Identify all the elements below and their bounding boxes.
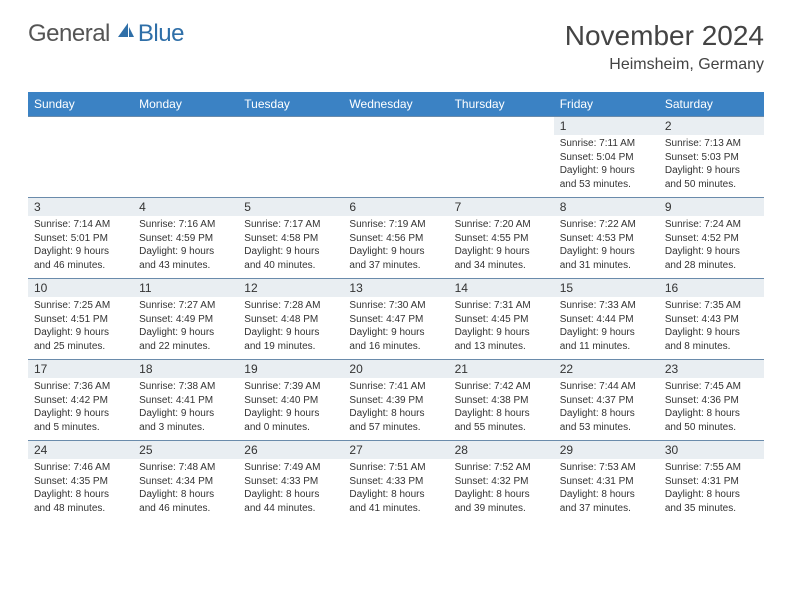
dow-header: Thursday xyxy=(449,92,554,117)
dow-header: Friday xyxy=(554,92,659,117)
day-number-cell: 12 xyxy=(238,279,343,298)
day-number-cell: 22 xyxy=(554,360,659,379)
day-details-cell: Sunrise: 7:39 AMSunset: 4:40 PMDaylight:… xyxy=(238,378,343,441)
day-number-cell: 17 xyxy=(28,360,133,379)
day-number-cell: 14 xyxy=(449,279,554,298)
day-number-cell: 4 xyxy=(133,198,238,217)
day-number-cell xyxy=(449,117,554,136)
day-details-cell xyxy=(238,135,343,198)
day-details-cell: Sunrise: 7:45 AMSunset: 4:36 PMDaylight:… xyxy=(659,378,764,441)
page-header: General Blue November 2024 Heimsheim, Ge… xyxy=(28,20,764,74)
day-details-cell: Sunrise: 7:24 AMSunset: 4:52 PMDaylight:… xyxy=(659,216,764,279)
day-number-cell: 28 xyxy=(449,441,554,460)
day-details-cell xyxy=(449,135,554,198)
day-number-cell: 16 xyxy=(659,279,764,298)
day-details-cell: Sunrise: 7:42 AMSunset: 4:38 PMDaylight:… xyxy=(449,378,554,441)
day-number-cell: 30 xyxy=(659,441,764,460)
dow-header: Saturday xyxy=(659,92,764,117)
day-details-cell: Sunrise: 7:20 AMSunset: 4:55 PMDaylight:… xyxy=(449,216,554,279)
day-details-cell: Sunrise: 7:44 AMSunset: 4:37 PMDaylight:… xyxy=(554,378,659,441)
day-details-cell: Sunrise: 7:35 AMSunset: 4:43 PMDaylight:… xyxy=(659,297,764,360)
day-details-cell: Sunrise: 7:28 AMSunset: 4:48 PMDaylight:… xyxy=(238,297,343,360)
day-number-cell: 25 xyxy=(133,441,238,460)
day-details-cell: Sunrise: 7:41 AMSunset: 4:39 PMDaylight:… xyxy=(343,378,448,441)
dow-header: Monday xyxy=(133,92,238,117)
day-details-cell: Sunrise: 7:14 AMSunset: 5:01 PMDaylight:… xyxy=(28,216,133,279)
location: Heimsheim, Germany xyxy=(565,56,764,74)
day-number-row: 3456789 xyxy=(28,198,764,217)
day-details-cell: Sunrise: 7:16 AMSunset: 4:59 PMDaylight:… xyxy=(133,216,238,279)
day-number-row: 17181920212223 xyxy=(28,360,764,379)
day-details-cell: Sunrise: 7:48 AMSunset: 4:34 PMDaylight:… xyxy=(133,459,238,521)
logo-text-general: General xyxy=(28,20,110,48)
day-details-cell xyxy=(343,135,448,198)
day-number-cell: 9 xyxy=(659,198,764,217)
day-details-cell: Sunrise: 7:36 AMSunset: 4:42 PMDaylight:… xyxy=(28,378,133,441)
logo: General Blue xyxy=(28,20,184,48)
day-number-row: 10111213141516 xyxy=(28,279,764,298)
day-details-cell: Sunrise: 7:30 AMSunset: 4:47 PMDaylight:… xyxy=(343,297,448,360)
dow-header: Sunday xyxy=(28,92,133,117)
day-details-cell: Sunrise: 7:51 AMSunset: 4:33 PMDaylight:… xyxy=(343,459,448,521)
day-number-cell xyxy=(28,117,133,136)
day-details-cell: Sunrise: 7:53 AMSunset: 4:31 PMDaylight:… xyxy=(554,459,659,521)
day-number-cell: 3 xyxy=(28,198,133,217)
day-number-row: 24252627282930 xyxy=(28,441,764,460)
logo-text-blue: Blue xyxy=(138,20,184,48)
day-details-cell xyxy=(133,135,238,198)
day-number-cell: 5 xyxy=(238,198,343,217)
day-number-cell: 26 xyxy=(238,441,343,460)
day-number-cell xyxy=(238,117,343,136)
day-details-row: Sunrise: 7:25 AMSunset: 4:51 PMDaylight:… xyxy=(28,297,764,360)
day-details-cell: Sunrise: 7:49 AMSunset: 4:33 PMDaylight:… xyxy=(238,459,343,521)
day-number-cell: 13 xyxy=(343,279,448,298)
day-number-cell: 19 xyxy=(238,360,343,379)
day-details-cell: Sunrise: 7:19 AMSunset: 4:56 PMDaylight:… xyxy=(343,216,448,279)
day-of-week-row: SundayMondayTuesdayWednesdayThursdayFrid… xyxy=(28,92,764,117)
day-details-row: Sunrise: 7:14 AMSunset: 5:01 PMDaylight:… xyxy=(28,216,764,279)
day-details-cell: Sunrise: 7:38 AMSunset: 4:41 PMDaylight:… xyxy=(133,378,238,441)
day-number-cell: 27 xyxy=(343,441,448,460)
day-number-cell xyxy=(343,117,448,136)
day-number-cell: 11 xyxy=(133,279,238,298)
day-number-cell xyxy=(133,117,238,136)
day-number-cell: 7 xyxy=(449,198,554,217)
day-details-cell: Sunrise: 7:33 AMSunset: 4:44 PMDaylight:… xyxy=(554,297,659,360)
calendar-table: SundayMondayTuesdayWednesdayThursdayFrid… xyxy=(28,92,764,521)
day-number-cell: 8 xyxy=(554,198,659,217)
day-number-cell: 15 xyxy=(554,279,659,298)
day-details-cell: Sunrise: 7:55 AMSunset: 4:31 PMDaylight:… xyxy=(659,459,764,521)
day-number-cell: 6 xyxy=(343,198,448,217)
day-details-cell xyxy=(28,135,133,198)
day-details-row: Sunrise: 7:11 AMSunset: 5:04 PMDaylight:… xyxy=(28,135,764,198)
day-number-cell: 2 xyxy=(659,117,764,136)
day-details-cell: Sunrise: 7:25 AMSunset: 4:51 PMDaylight:… xyxy=(28,297,133,360)
day-number-cell: 21 xyxy=(449,360,554,379)
day-details-cell: Sunrise: 7:46 AMSunset: 4:35 PMDaylight:… xyxy=(28,459,133,521)
day-number-cell: 1 xyxy=(554,117,659,136)
day-details-cell: Sunrise: 7:13 AMSunset: 5:03 PMDaylight:… xyxy=(659,135,764,198)
day-number-cell: 23 xyxy=(659,360,764,379)
day-details-row: Sunrise: 7:36 AMSunset: 4:42 PMDaylight:… xyxy=(28,378,764,441)
day-details-cell: Sunrise: 7:11 AMSunset: 5:04 PMDaylight:… xyxy=(554,135,659,198)
day-details-row: Sunrise: 7:46 AMSunset: 4:35 PMDaylight:… xyxy=(28,459,764,521)
logo-sail-icon xyxy=(112,20,136,48)
month-year: November 2024 xyxy=(565,20,764,52)
day-number-cell: 29 xyxy=(554,441,659,460)
day-details-cell: Sunrise: 7:52 AMSunset: 4:32 PMDaylight:… xyxy=(449,459,554,521)
day-details-cell: Sunrise: 7:17 AMSunset: 4:58 PMDaylight:… xyxy=(238,216,343,279)
day-number-cell: 18 xyxy=(133,360,238,379)
dow-header: Tuesday xyxy=(238,92,343,117)
day-number-cell: 24 xyxy=(28,441,133,460)
title-block: November 2024 Heimsheim, Germany xyxy=(565,20,764,74)
day-details-cell: Sunrise: 7:31 AMSunset: 4:45 PMDaylight:… xyxy=(449,297,554,360)
day-number-cell: 20 xyxy=(343,360,448,379)
day-number-cell: 10 xyxy=(28,279,133,298)
dow-header: Wednesday xyxy=(343,92,448,117)
day-details-cell: Sunrise: 7:27 AMSunset: 4:49 PMDaylight:… xyxy=(133,297,238,360)
day-number-row: 12 xyxy=(28,117,764,136)
day-details-cell: Sunrise: 7:22 AMSunset: 4:53 PMDaylight:… xyxy=(554,216,659,279)
